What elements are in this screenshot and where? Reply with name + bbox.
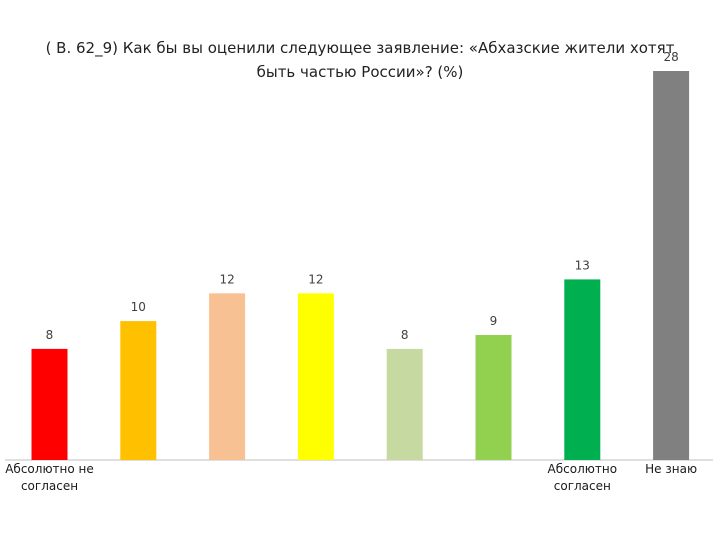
category-labels-layer: Абсолютно не согласен Абсолютно согласен Не … xyxy=(5,462,697,493)
data-label-8: 28 xyxy=(663,50,678,64)
category-label-line: согласен xyxy=(554,479,611,493)
bar-7 xyxy=(564,279,601,460)
data-label-3: 12 xyxy=(219,272,234,286)
bar-3 xyxy=(209,293,246,460)
bar-4 xyxy=(297,293,334,460)
data-label-5: 8 xyxy=(401,328,409,342)
bars-layer xyxy=(31,71,690,460)
category-label-line: Не знаю xyxy=(645,462,697,476)
data-label-7: 13 xyxy=(575,258,590,272)
category-label-7: Абсолютно согласен xyxy=(548,462,618,493)
data-label-4: 12 xyxy=(308,272,323,286)
category-label-line: Абсолютно не xyxy=(5,462,94,476)
chart-title: ( В. 62_9) Как бы вы оценили следующее з… xyxy=(45,39,675,81)
bar-5 xyxy=(386,348,423,460)
category-label-line: Абсолютно xyxy=(548,462,618,476)
bar-1 xyxy=(31,348,68,460)
category-label-line: согласен xyxy=(21,479,78,493)
bar-2 xyxy=(120,321,157,460)
data-label-2: 10 xyxy=(131,300,146,314)
bar-8 xyxy=(653,71,690,460)
category-label-1: Абсолютно не согласен xyxy=(5,462,94,493)
data-label-6: 9 xyxy=(490,314,498,328)
data-label-1: 8 xyxy=(46,328,54,342)
data-labels-layer: 8 10 12 12 8 9 13 28 xyxy=(46,50,679,342)
bar-6 xyxy=(475,335,512,460)
category-label-8: Не знаю xyxy=(645,462,697,476)
